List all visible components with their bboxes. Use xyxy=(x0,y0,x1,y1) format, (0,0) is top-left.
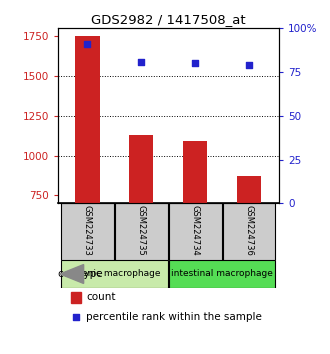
Point xyxy=(247,62,252,68)
Point xyxy=(139,59,144,64)
Point xyxy=(193,61,198,66)
Bar xyxy=(61,203,114,261)
Point xyxy=(73,314,79,320)
Title: GDS2982 / 1417508_at: GDS2982 / 1417508_at xyxy=(91,13,246,26)
Bar xyxy=(169,203,221,261)
Text: splenic macrophage: splenic macrophage xyxy=(69,269,160,279)
Bar xyxy=(61,261,168,287)
Text: GSM224736: GSM224736 xyxy=(245,205,254,256)
Bar xyxy=(169,261,276,287)
Bar xyxy=(129,135,153,203)
Polygon shape xyxy=(60,264,83,284)
Text: cell type: cell type xyxy=(58,269,103,279)
Text: count: count xyxy=(86,292,116,302)
Text: GSM224733: GSM224733 xyxy=(83,205,92,256)
Text: percentile rank within the sample: percentile rank within the sample xyxy=(86,312,262,322)
Bar xyxy=(71,292,81,303)
Bar xyxy=(75,36,100,203)
Bar xyxy=(183,141,207,203)
Bar xyxy=(237,176,261,203)
Bar xyxy=(223,203,276,261)
Bar xyxy=(115,203,168,261)
Text: GSM224735: GSM224735 xyxy=(137,205,146,256)
Text: GSM224734: GSM224734 xyxy=(191,205,200,256)
Point xyxy=(85,41,90,47)
Text: intestinal macrophage: intestinal macrophage xyxy=(171,269,273,279)
